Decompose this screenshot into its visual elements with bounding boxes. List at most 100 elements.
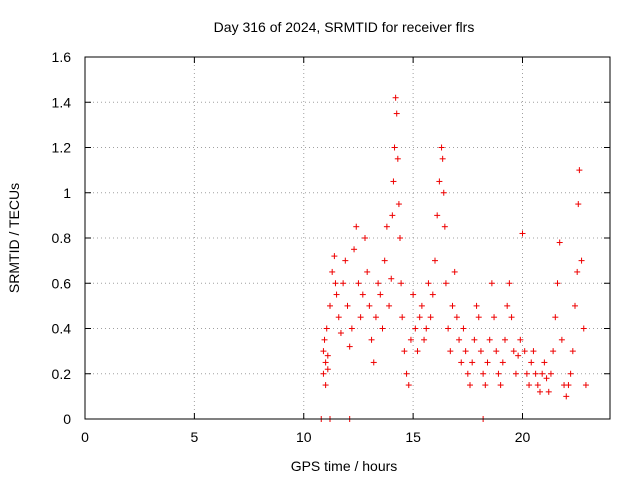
data-point <box>486 336 493 343</box>
data-point <box>434 212 441 219</box>
data-point <box>391 144 398 151</box>
data-point <box>398 280 405 287</box>
data-point <box>441 223 448 230</box>
data-point <box>416 314 423 321</box>
data-point <box>368 336 375 343</box>
x-tick-label: 15 <box>405 429 421 445</box>
data-point <box>329 268 336 275</box>
data-point <box>447 348 454 355</box>
x-axis-label: GPS time / hours <box>291 458 398 474</box>
data-point <box>480 370 487 377</box>
data-point <box>456 336 463 343</box>
y-tick-label: 0.6 <box>52 275 72 291</box>
data-point <box>438 144 445 151</box>
data-point <box>499 359 506 366</box>
data-point <box>477 348 484 355</box>
data-point <box>497 382 504 389</box>
data-point <box>414 348 421 355</box>
data-point <box>383 223 390 230</box>
y-tick-label: 0 <box>63 411 71 427</box>
data-point <box>425 280 432 287</box>
data-point <box>471 336 478 343</box>
data-point <box>528 359 535 366</box>
data-point <box>510 348 517 355</box>
data-point <box>321 336 328 343</box>
data-point <box>359 291 366 298</box>
data-point <box>392 94 399 101</box>
data-point <box>372 314 379 321</box>
data-point <box>558 336 565 343</box>
data-point <box>342 257 349 264</box>
data-point <box>323 325 330 332</box>
data-point <box>580 325 587 332</box>
data-point <box>449 302 456 309</box>
data-point <box>502 336 508 343</box>
data-point <box>412 325 419 332</box>
data-point <box>550 348 557 355</box>
data-point <box>357 314 364 321</box>
data-point <box>572 302 578 309</box>
x-tick-label: 20 <box>515 429 531 445</box>
data-point <box>320 348 327 355</box>
data-point <box>534 382 541 389</box>
data-point <box>467 382 473 389</box>
data-point <box>364 268 371 275</box>
data-point <box>362 235 368 241</box>
data-point <box>348 325 355 332</box>
data-point <box>351 246 358 253</box>
data-points <box>318 94 589 422</box>
x-tick-label: 0 <box>81 429 89 445</box>
data-point <box>397 235 403 241</box>
data-point <box>506 280 513 287</box>
data-point <box>545 388 552 395</box>
data-point <box>440 189 447 196</box>
data-point <box>377 291 384 298</box>
data-point <box>484 359 491 366</box>
data-point <box>322 359 329 366</box>
data-point <box>439 155 446 162</box>
data-point <box>508 314 515 321</box>
data-point <box>340 280 347 287</box>
data-point <box>482 382 489 389</box>
data-point <box>519 230 526 237</box>
data-point <box>410 291 417 298</box>
data-point <box>491 314 498 321</box>
y-tick-label: 1.6 <box>52 49 72 65</box>
data-point <box>517 336 524 343</box>
data-point <box>344 302 351 309</box>
data-point <box>432 257 438 264</box>
data-point <box>427 314 434 321</box>
data-point <box>386 302 393 309</box>
data-point <box>556 239 563 246</box>
data-point <box>539 370 546 377</box>
data-point <box>567 370 574 377</box>
data-point <box>389 212 396 219</box>
data-point <box>324 366 331 373</box>
data-point <box>445 325 452 332</box>
data-point <box>355 280 362 287</box>
data-point <box>327 302 333 309</box>
data-point <box>582 382 589 389</box>
data-point <box>521 348 528 355</box>
data-point <box>390 178 397 185</box>
data-point <box>403 370 410 377</box>
data-point <box>337 330 344 337</box>
data-point <box>523 370 530 377</box>
data-point <box>353 223 360 230</box>
data-point <box>475 314 482 321</box>
data-point <box>394 155 401 162</box>
data-point <box>324 352 331 359</box>
data-point <box>370 359 377 366</box>
data-point <box>366 302 373 309</box>
data-point <box>552 314 559 321</box>
x-tick-label: 5 <box>190 429 198 445</box>
data-point <box>388 275 395 282</box>
data-point <box>530 348 537 355</box>
data-point <box>331 253 338 260</box>
data-point <box>554 280 561 287</box>
y-tick-label: 1.4 <box>52 94 72 110</box>
data-point <box>379 325 386 332</box>
y-tick-label: 0.2 <box>52 366 72 382</box>
data-point <box>436 178 443 185</box>
